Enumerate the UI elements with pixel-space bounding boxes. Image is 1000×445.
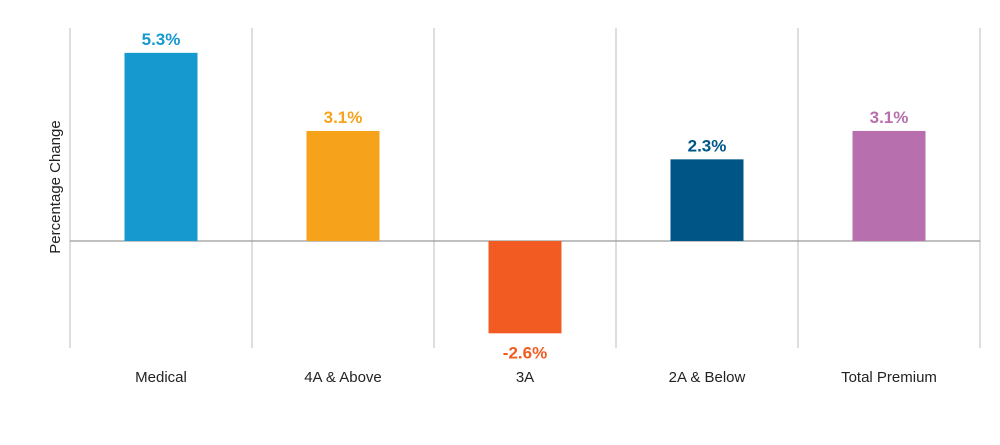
value-label-medical: 5.3%	[142, 30, 181, 49]
labels-layer: 5.3% Medical 3.1% 4A & Above -2.6% 3A 2.3% 2A &…	[135, 30, 937, 386]
category-label-2a-below: 2A & Below	[669, 369, 746, 386]
value-label-2a-below: 2.3%	[688, 136, 727, 155]
value-label-total-premium: 3.1%	[870, 108, 909, 127]
category-label-medical: Medical	[135, 369, 187, 386]
bar-3a	[488, 241, 562, 334]
bar-4a-above	[306, 130, 380, 241]
bars-layer	[124, 52, 926, 334]
value-label-3a: -2.6%	[503, 343, 547, 362]
y-axis-title: Percentage Change	[47, 120, 64, 253]
category-label-3a: 3A	[516, 369, 534, 386]
category-label-4a-above: 4A & Above	[304, 369, 382, 386]
bar-total-premium	[852, 130, 926, 241]
bar-medical	[124, 52, 198, 241]
bar-2a-below	[670, 159, 744, 241]
value-label-4a-above: 3.1%	[324, 108, 363, 127]
category-label-total-premium: Total Premium	[841, 369, 937, 386]
